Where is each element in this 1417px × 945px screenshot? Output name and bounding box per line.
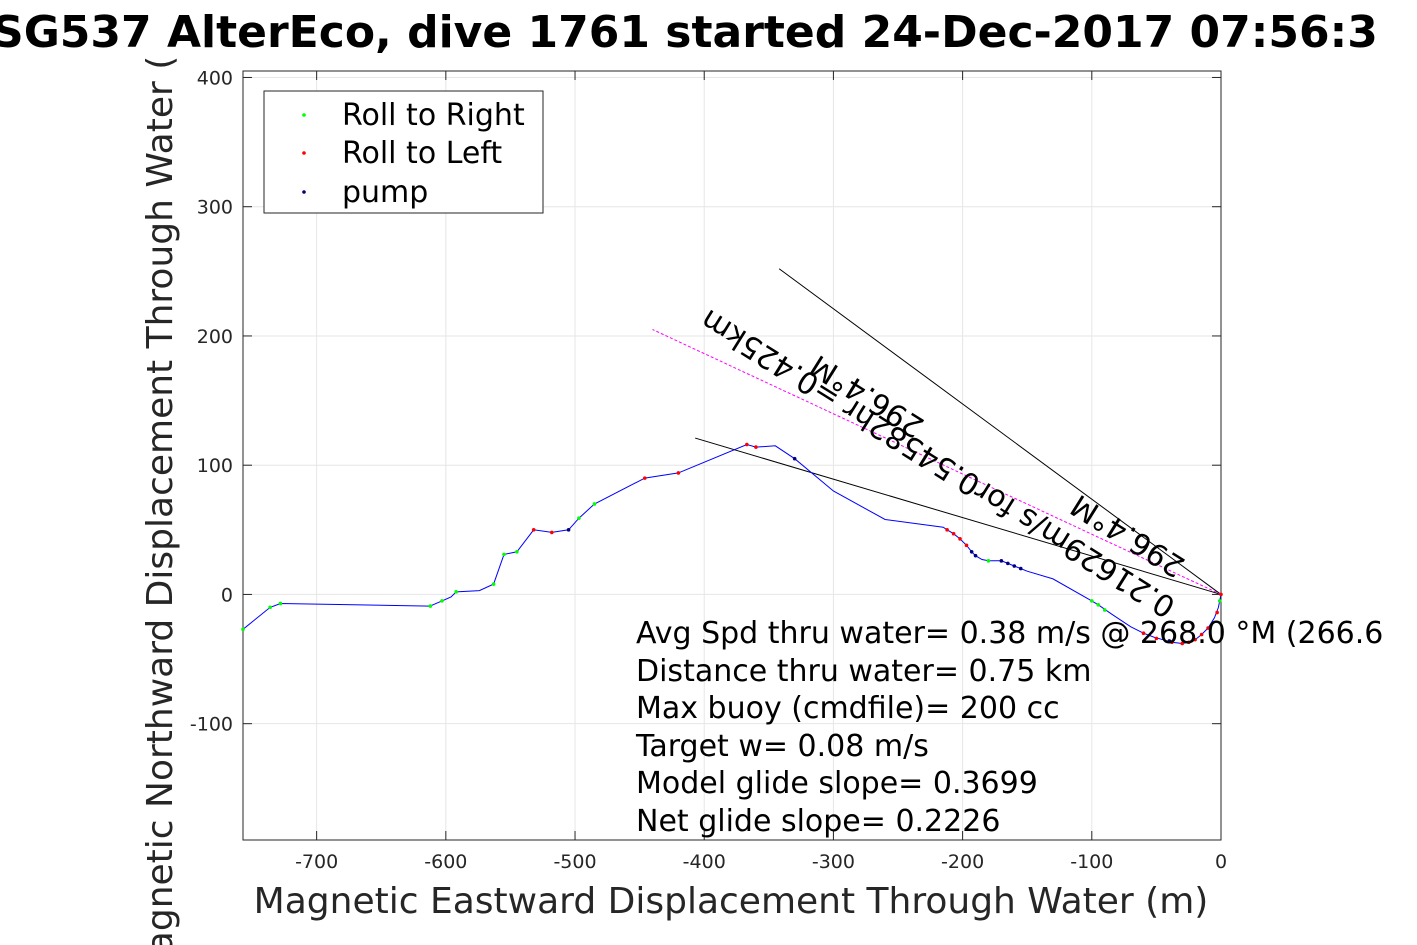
roll-right-marker <box>1217 599 1222 603</box>
roll-right-marker <box>577 516 581 520</box>
current-segment <box>652 329 1222 595</box>
annotation-target-w: Target w= 0.08 m/s <box>635 729 929 764</box>
roll-left-marker <box>1141 631 1146 636</box>
roll-left-marker <box>958 537 962 541</box>
pump-marker <box>1006 561 1010 566</box>
roll-right-marker <box>268 605 272 610</box>
roll-right-marker <box>592 502 597 506</box>
roll-right-marker <box>515 549 519 554</box>
pump-marker <box>1018 566 1023 571</box>
roll-right-marker <box>428 604 433 608</box>
roll-left-marker <box>1193 637 1197 642</box>
roll-right-marker <box>440 599 444 603</box>
roll-right-marker <box>1096 602 1101 607</box>
x-tick-label: -300 <box>812 851 855 873</box>
y-tick-label: -100 <box>190 714 233 736</box>
roll-left-marker <box>1215 610 1219 615</box>
roll-right-marker <box>278 601 283 606</box>
summary-annotations: Avg Spd thru water= 0.38 m/s @ 268.0 °M … <box>635 616 1383 839</box>
y-tick-label: 400 <box>197 67 233 89</box>
legend-marker-roll-left <box>302 151 306 155</box>
legend: Roll to Right Roll to Left pump <box>263 90 544 214</box>
roll-left-marker <box>964 543 969 548</box>
pump-marker <box>1012 564 1017 568</box>
roll-right-marker <box>502 552 506 557</box>
chart-title: SG537 AlterEco, dive 1761 started 24-Dec… <box>0 7 1378 58</box>
heading-line <box>778 268 1222 595</box>
roll-left-marker <box>1219 592 1223 597</box>
annotation-model-glide: Model glide slope= 0.3699 <box>636 766 1038 801</box>
annotation-net-glide: Net glide slope= 0.2226 <box>636 804 1000 839</box>
roll-left-marker <box>754 445 758 449</box>
legend-marker-roll-right <box>302 113 306 117</box>
roll-right-marker <box>454 590 458 594</box>
pump-marker <box>1167 639 1172 643</box>
x-tick-label: -500 <box>553 851 596 873</box>
roll-left-marker <box>676 471 681 475</box>
roll-right-marker <box>491 582 496 586</box>
roll-right-marker <box>986 559 991 563</box>
heading-lines <box>695 268 1222 595</box>
y-axis-label: Magnetic Northward Displacement Through … <box>140 56 181 945</box>
roll-right-marker <box>241 627 245 632</box>
annotation-distance: Distance thru water= 0.75 km <box>636 654 1091 689</box>
axes-box <box>242 70 1222 841</box>
pump-marker <box>973 553 978 558</box>
x-tick-label: 0 <box>1215 851 1227 873</box>
pump-marker <box>566 528 571 532</box>
roll-left-marker <box>1199 632 1204 637</box>
roll-left-marker <box>642 476 647 480</box>
x-tick-label: -200 <box>941 851 984 873</box>
roll-left-marker <box>1186 640 1191 645</box>
x-tick-label: -100 <box>1070 851 1113 873</box>
roll-left-marker <box>745 442 749 447</box>
legend-label-roll-right: Roll to Right <box>342 98 525 133</box>
pump-marker <box>969 549 974 554</box>
x-axis-label: Magnetic Eastward Displacement Through W… <box>254 881 1209 922</box>
roll-left-marker <box>1154 636 1159 641</box>
roll-left-marker <box>1206 626 1210 630</box>
annotation-max-buoy: Max buoy (cmdfile)= 200 cc <box>636 691 1060 726</box>
roll-left-marker <box>951 531 956 536</box>
legend-box <box>263 90 544 214</box>
x-tick-label: -600 <box>424 851 467 873</box>
x-tick-label: -400 <box>683 851 726 873</box>
annotation-avg-speed: Avg Spd thru water= 0.38 m/s @ 268.0 °M … <box>636 616 1383 651</box>
y-tick-label: 100 <box>197 455 233 477</box>
roll-left-marker <box>945 528 949 532</box>
roll-left-marker <box>531 528 536 532</box>
x-tick-label: -700 <box>295 851 338 873</box>
roll-right-marker <box>1102 608 1107 612</box>
x-axis-ticks: -700 -600 -500 -400 -300 -200 -100 0 <box>295 71 1227 873</box>
legend-label-pump: pump <box>342 175 428 210</box>
legend-marker-pump <box>302 190 306 194</box>
y-axis-ticks: -100 0 100 200 300 400 <box>190 67 1221 736</box>
legend-label-roll-left: Roll to Left <box>342 136 502 171</box>
y-tick-label: 0 <box>221 584 233 606</box>
y-tick-label: 200 <box>197 326 233 348</box>
pump-marker <box>999 559 1004 563</box>
y-tick-label: 300 <box>197 197 233 219</box>
current-vector-line <box>652 329 1222 595</box>
roll-pump-markers <box>241 442 1223 646</box>
heading-line <box>695 437 1222 595</box>
roll-left-marker <box>549 530 554 535</box>
roll-right-marker <box>1090 599 1094 603</box>
pump-marker <box>792 456 797 461</box>
roll-left-marker <box>1180 641 1185 646</box>
